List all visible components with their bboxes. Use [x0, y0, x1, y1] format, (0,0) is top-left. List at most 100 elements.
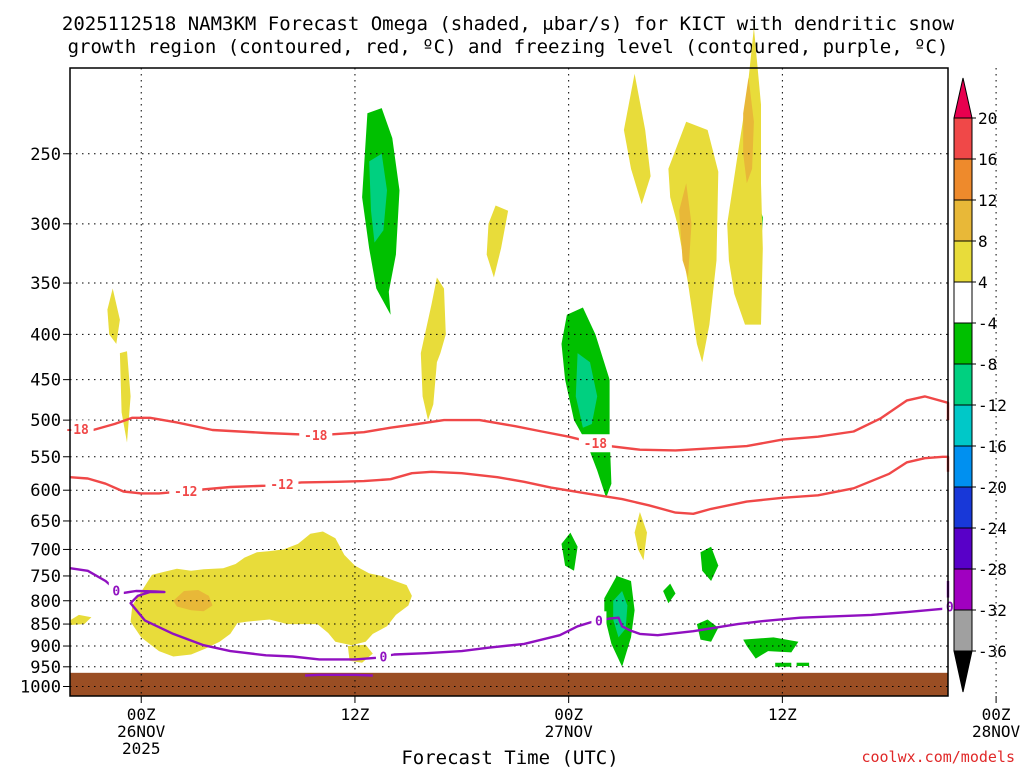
pressure-axis: 2503003504004505005506006507007508008509… — [20, 145, 70, 698]
grid-lines — [70, 68, 997, 696]
plot-frame — [69, 67, 949, 697]
colorbar-swatch — [953, 363, 973, 406]
colorbar-tick-label: -8 — [978, 355, 997, 374]
colorbar-tick-label: 16 — [978, 150, 997, 169]
contour-label: 0 — [380, 650, 388, 665]
contour-label-bg — [169, 481, 203, 500]
pressure-tick-label: 850 — [30, 615, 61, 635]
contour-label: 0 — [946, 601, 954, 616]
colorbar-swatch — [953, 527, 973, 570]
contour-label: -18 — [584, 437, 608, 452]
contour-label-bg — [578, 434, 612, 453]
time-tick-label: 00Z — [982, 705, 1011, 724]
colorbar-swatch — [953, 404, 973, 447]
colorbar-swatch — [953, 158, 973, 201]
pressure-tick-label: 400 — [30, 325, 61, 345]
pressure-tick-label: 750 — [30, 567, 61, 587]
credit-text: coolwx.com/models — [861, 748, 1015, 766]
colorbar-tick-label: -16 — [978, 437, 1007, 456]
omega-region-neg12 — [613, 591, 628, 638]
x-axis-label: Forecast Time (UTC) — [401, 747, 618, 768]
contour-label-bg — [591, 611, 607, 630]
colorbar-tick-label: -36 — [978, 642, 1007, 661]
time-tick-label: 27NOV — [545, 722, 594, 741]
pressure-tick-label: 600 — [30, 481, 61, 501]
contour-label: -18 — [65, 423, 89, 438]
contour-label-bg — [265, 475, 299, 494]
time-tick-label: 00Z — [554, 705, 583, 724]
colorbar-swatch — [953, 117, 973, 160]
colorbar-swatch — [953, 240, 973, 283]
pressure-tick-label: 500 — [30, 411, 61, 431]
colorbar-tick-label: -4 — [978, 314, 997, 333]
omega-region-4 — [727, 27, 763, 325]
time-tick-label: 12Z — [340, 705, 369, 724]
colorbar-tick-label: -28 — [978, 560, 1007, 579]
omega-region-4 — [634, 512, 647, 561]
time-tick-label: 2025 — [122, 739, 161, 758]
colorbar-bottom-arrow — [953, 650, 973, 693]
omega-region-8 — [173, 590, 213, 612]
omega-region-neg12 — [575, 353, 598, 428]
omega-region-8 — [743, 77, 754, 184]
time-tick-label: 00Z — [127, 705, 156, 724]
omega-region-4 — [668, 121, 719, 363]
contour-label: -12 — [270, 478, 293, 493]
colorbar-swatch — [953, 281, 973, 324]
omega-region-4 — [70, 614, 92, 625]
omega-region-4 — [107, 288, 120, 344]
contour-label: -12 — [174, 485, 197, 500]
pressure-tick-label: 350 — [30, 274, 61, 294]
omega-region-4 — [420, 277, 446, 421]
contour-label-bg — [60, 420, 94, 439]
omega-region-neg8 — [561, 532, 578, 571]
pressure-tick-label: 300 — [30, 215, 61, 235]
pressure-tick-label: 800 — [30, 592, 61, 612]
colorbar-swatch — [953, 486, 973, 529]
pressure-tick-label: 450 — [30, 371, 61, 391]
contour-label-bg — [299, 426, 333, 445]
omega-region-neg8 — [696, 619, 719, 642]
omega-region-neg8 — [743, 637, 799, 659]
colorbar-tick-label: 20 — [978, 109, 997, 128]
omega-region-neg12 — [369, 153, 387, 243]
omega-region-4 — [623, 73, 651, 205]
time-tick-label: 28NOV — [972, 722, 1021, 741]
colorbar-tick-label: 4 — [978, 273, 988, 292]
contour-label: -18 — [304, 429, 328, 444]
chart-title-line-2: growth region (contoured, red, ºC) and f… — [68, 36, 949, 58]
contour-label: 0 — [112, 584, 120, 599]
colorbar-tick-label: -12 — [978, 396, 1007, 415]
omega-region-4 — [130, 531, 412, 657]
omega-region-8 — [679, 183, 692, 278]
ground-surface — [70, 672, 948, 696]
contour-label-bg — [108, 581, 124, 600]
time-tick-label: 12Z — [768, 705, 797, 724]
pressure-tick-label: 1000 — [20, 678, 61, 698]
colorbar-tick-label: -24 — [978, 519, 1007, 538]
omega-region-neg8 — [700, 546, 719, 581]
omega-region-neg8 — [796, 662, 810, 666]
pressure-tick-label: 950 — [30, 658, 61, 678]
colorbar-swatch — [953, 568, 973, 611]
freezing-level-contour — [305, 673, 373, 677]
pressure-tick-label: 650 — [30, 512, 61, 532]
time-tick-label: 26NOV — [117, 722, 166, 741]
pressure-tick-label: 900 — [30, 637, 61, 657]
colorbar-swatch — [953, 322, 973, 365]
colorbar-tick-label: -20 — [978, 478, 1007, 497]
colorbar-swatch — [953, 199, 973, 242]
chart-title-line-1: 2025112518 NAM3KM Forecast Omega (shaded… — [62, 13, 955, 35]
pressure-tick-label: 250 — [30, 145, 61, 165]
colorbar-tick-label: 12 — [978, 191, 997, 210]
contour-label-bg — [375, 647, 391, 666]
colorbar-top-arrow — [953, 77, 973, 119]
pressure-tick-label: 700 — [30, 540, 61, 560]
colorbar-tick-label: 8 — [978, 232, 988, 251]
omega-region-neg8 — [775, 662, 792, 667]
colorbar-swatch — [953, 609, 973, 652]
omega-colorbar: 20 16 12 8 4 -4 -8 -12 -16 -20 -24 -28 -32 -36 — [953, 77, 1007, 693]
colorbar-tick-label: -32 — [978, 601, 1007, 620]
